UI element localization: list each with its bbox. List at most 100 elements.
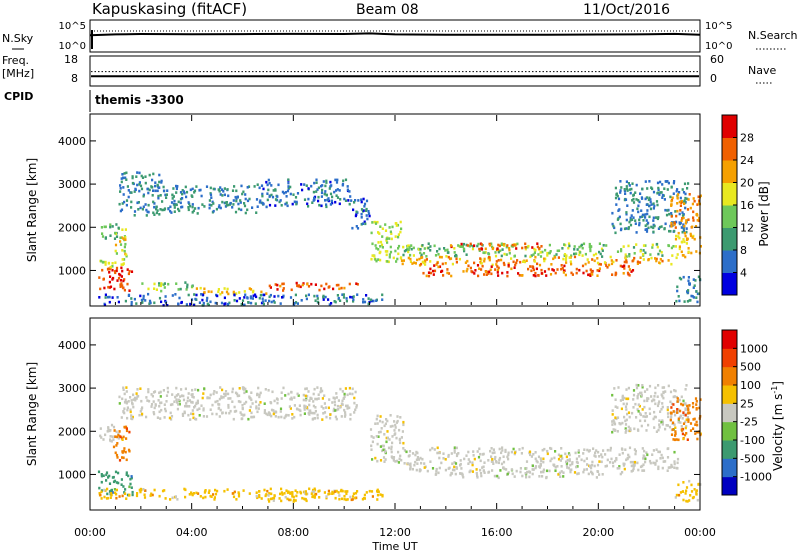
heat-cell: [591, 460, 594, 464]
heat-cell: [403, 249, 406, 253]
colorbar-segment: [722, 403, 737, 423]
heat-cell: [305, 499, 308, 503]
heat-cell: [329, 413, 332, 416]
heat-cell: [351, 498, 354, 501]
heat-cell: [207, 491, 210, 494]
heat-cell: [223, 392, 226, 396]
heat-cell: [212, 392, 215, 396]
heat-cell: [575, 267, 578, 271]
heat-cell: [436, 250, 439, 253]
heat-cell: [636, 262, 639, 265]
heat-cell: [224, 302, 227, 305]
heat-cell: [248, 395, 251, 399]
heat-cell: [453, 465, 456, 469]
heat-cell: [692, 286, 695, 289]
heat-cell: [448, 257, 452, 261]
heat-cell: [628, 188, 631, 191]
heat-cell: [233, 490, 236, 494]
heat-cell: [483, 273, 486, 276]
heat-cell: [136, 171, 139, 174]
heat-cell: [121, 173, 124, 176]
heat-cell: [684, 221, 687, 225]
heat-cell: [523, 260, 527, 264]
heat-cell: [628, 274, 631, 277]
heat-cell: [313, 417, 316, 420]
heat-cell: [265, 412, 268, 416]
heat-cell: [336, 188, 339, 191]
heat-cell: [449, 244, 453, 247]
heat-cell: [657, 186, 660, 190]
heat-cell: [177, 200, 180, 204]
heat-cell: [236, 195, 239, 199]
heat-cell: [543, 259, 546, 263]
heat-cell: [324, 190, 327, 193]
heat-cell: [386, 241, 389, 244]
heat-cell: [649, 200, 652, 204]
heat-cell: [135, 175, 138, 178]
heat-cell: [186, 285, 189, 289]
heat-cell: [229, 397, 232, 400]
heat-cell: [647, 198, 650, 202]
heat-cell: [333, 403, 337, 407]
heat-cell: [241, 299, 245, 302]
heat-cell: [405, 249, 408, 252]
heat-cell: [540, 268, 543, 272]
heat-cell: [367, 210, 370, 213]
heat-cell: [460, 242, 463, 246]
heat-cell: [419, 468, 422, 472]
heat-cell: [216, 399, 219, 403]
heat-cell: [227, 203, 230, 207]
heat-cell: [598, 250, 601, 254]
heat-cell: [525, 475, 528, 479]
heat-cell: [438, 247, 441, 251]
heat-cell: [130, 414, 133, 417]
heat-cell: [258, 201, 261, 204]
heat-cell: [513, 266, 516, 269]
heat-cell: [127, 272, 130, 276]
heat-cell: [197, 492, 200, 495]
heat-cell: [219, 292, 222, 296]
heat-cell: [625, 260, 628, 264]
heat-cell: [421, 244, 424, 247]
y-tick-label: 3000: [58, 382, 86, 395]
heat-cell: [486, 270, 490, 274]
heat-cell: [446, 268, 449, 271]
heat-cell: [623, 260, 626, 264]
colorbar-tick-label: -100: [740, 434, 765, 447]
heat-cell: [627, 397, 630, 401]
heat-cell: [114, 435, 117, 438]
heat-cell: [156, 189, 159, 193]
heat-cell: [268, 500, 271, 503]
heat-cell: [431, 446, 434, 450]
heat-cell: [242, 190, 245, 194]
heat-cell: [586, 258, 589, 261]
heat-cell: [688, 404, 691, 407]
heat-cell: [145, 214, 148, 217]
heat-cell: [670, 221, 673, 225]
heat-cell: [164, 193, 167, 197]
heat-cell: [312, 392, 315, 396]
heat-cell: [360, 208, 364, 211]
heat-cell: [596, 470, 600, 473]
heat-cell: [684, 402, 687, 405]
heat-cell: [644, 412, 647, 415]
heat-cell: [534, 255, 537, 259]
heat-cell: [315, 492, 318, 496]
heat-cell: [249, 288, 253, 291]
heat-cell: [670, 406, 673, 409]
heat-cell: [331, 201, 334, 205]
heat-cell: [585, 269, 588, 273]
heat-cell: [355, 404, 358, 407]
heat-cell: [640, 391, 643, 395]
heat-cell: [175, 401, 179, 404]
heat-cell: [180, 301, 183, 305]
heat-cell: [317, 393, 320, 396]
heat-cell: [495, 263, 498, 266]
heat-cell: [250, 391, 253, 394]
heat-cell: [641, 464, 644, 468]
heat-cell: [375, 247, 378, 250]
heat-cell: [685, 499, 688, 503]
heat-cell: [299, 413, 302, 417]
heat-cell: [191, 205, 194, 209]
heat-cell: [124, 299, 127, 303]
